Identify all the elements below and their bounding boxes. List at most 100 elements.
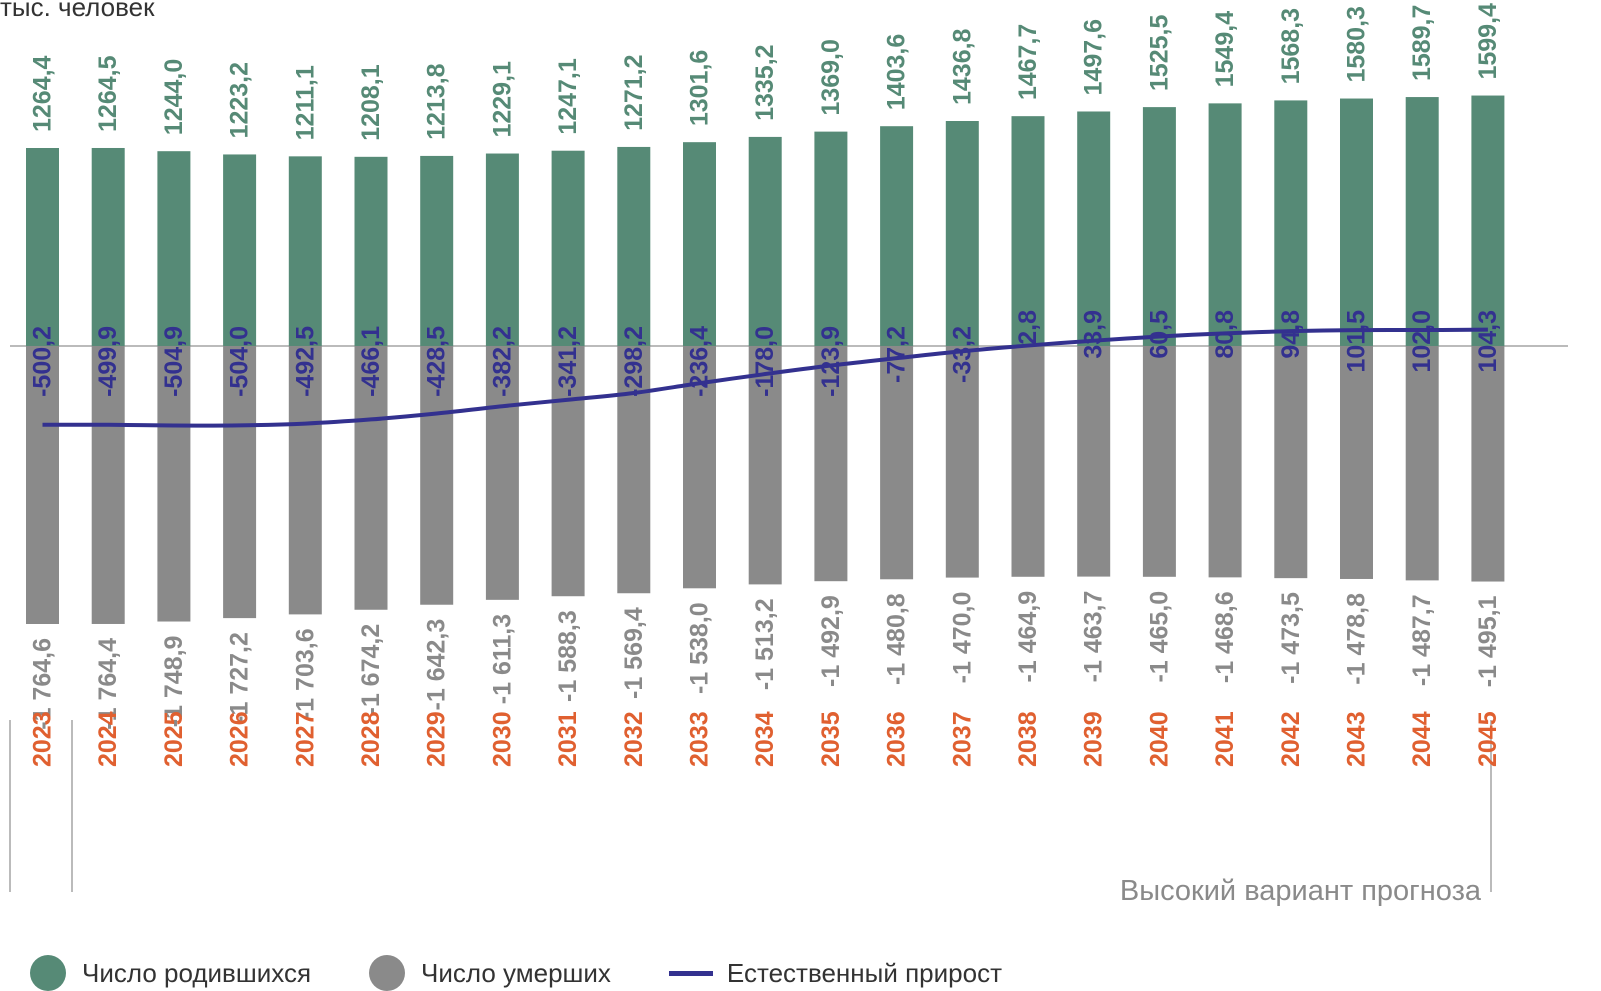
deaths-value-label: -1 492,9 — [817, 595, 845, 687]
births-value-label: 1229,1 — [488, 61, 516, 138]
deaths-value-label: -1 727,2 — [226, 632, 254, 724]
deaths-value-label: -1 470,0 — [948, 592, 976, 684]
births-bar — [748, 136, 782, 346]
births-value-label: 1549,4 — [1211, 11, 1239, 88]
natural-growth-line — [42, 327, 1488, 428]
births-value-label: 1467,7 — [1014, 24, 1042, 100]
deaths-value-label: -1 478,8 — [1343, 593, 1371, 685]
deaths-value-label: -1 487,7 — [1408, 594, 1436, 686]
year-tick-label: 2023 — [29, 711, 57, 767]
births-value-label: 1264,5 — [94, 55, 122, 132]
year-tick-label: 2025 — [160, 711, 188, 767]
deaths-bar — [1405, 346, 1439, 581]
natural-value-label: -428,5 — [423, 326, 451, 397]
deaths-bar — [1340, 346, 1373, 579]
deaths-bar — [26, 346, 59, 624]
natural-value-label: -298,2 — [620, 326, 648, 397]
deaths-bar — [551, 346, 585, 597]
births-bar — [880, 126, 914, 346]
births-bar — [26, 148, 59, 346]
deaths-value-label: -1 480,8 — [883, 593, 911, 685]
births-bar — [157, 151, 191, 346]
year-tick-label: 2024 — [94, 711, 122, 767]
deaths-bar — [420, 346, 454, 605]
births-value-label: 1403,6 — [883, 34, 911, 110]
natural-value-label: -341,2 — [554, 326, 582, 397]
deaths-value-label: -1 463,7 — [1080, 591, 1108, 683]
births-value-label: 1213,8 — [423, 63, 451, 140]
year-tick-label: 2038 — [1014, 711, 1042, 767]
natural-value-label: 33,9 — [1080, 310, 1108, 359]
legend-swatch-natural — [668, 970, 713, 976]
chart: 1264,4 -1 764,6 -500,2 2023 1264,5 -1 764,4 -4… — [9, 3, 1568, 892]
births-value-label: 1271,2 — [620, 54, 648, 130]
natural-value-label: -504,0 — [226, 326, 254, 397]
births-value-label: 1264,4 — [29, 55, 57, 132]
births-bar — [1011, 116, 1045, 346]
births-bar — [1142, 107, 1176, 346]
year-tick-label: 2027 — [291, 711, 319, 767]
births-value-label: 1568,3 — [1277, 8, 1305, 84]
deaths-bar — [814, 346, 848, 582]
births-bar — [1405, 97, 1439, 346]
births-value-label: 1247,1 — [554, 58, 582, 135]
natural-value-label: -123,9 — [817, 326, 845, 397]
births-value-label: 1497,6 — [1080, 19, 1108, 95]
births-bar — [551, 150, 585, 346]
births-value-label: 1211,1 — [291, 65, 319, 140]
legend-label-births: Число родившихся — [82, 957, 312, 988]
natural-value-label: -33,2 — [948, 326, 976, 383]
deaths-bar — [1142, 346, 1176, 577]
deaths-value-label: -1 642,3 — [423, 619, 451, 711]
deaths-value-label: -1 569,4 — [620, 607, 648, 699]
births-value-label: 1244,0 — [160, 59, 188, 135]
births-bar — [945, 121, 979, 347]
births-value-label: 1208,1 — [357, 64, 385, 141]
deaths-value-label: -1 588,3 — [554, 610, 582, 702]
births-bar — [814, 131, 848, 346]
deaths-value-label: -1 464,9 — [1014, 591, 1042, 683]
deaths-value-label: -1 468,6 — [1211, 591, 1239, 683]
births-bar — [354, 156, 388, 346]
deaths-bar — [91, 346, 125, 624]
natural-value-label: -382,2 — [488, 326, 516, 397]
births-value-label: 1335,2 — [751, 44, 779, 120]
deaths-value-label: -1 495,1 — [1474, 595, 1502, 687]
year-tick-label: 2040 — [1145, 711, 1173, 767]
births-bar — [1208, 103, 1242, 346]
year-tick-label: 2029 — [423, 711, 451, 767]
natural-value-label: 101,5 — [1343, 310, 1371, 373]
deaths-bar — [1011, 346, 1045, 577]
year-tick-label: 2028 — [357, 711, 385, 767]
legend-label-deaths: Число умерших — [421, 957, 611, 988]
births-bar — [420, 155, 454, 346]
year-tick-label: 2042 — [1277, 711, 1305, 767]
natural-value-label: 94,8 — [1277, 310, 1305, 359]
year-tick-label: 2032 — [620, 711, 648, 767]
deaths-bar — [1077, 346, 1111, 577]
deaths-bar — [617, 346, 651, 594]
natural-value-label: -492,5 — [291, 326, 319, 397]
births-bar — [1471, 95, 1505, 346]
deaths-value-label: -1 748,9 — [160, 636, 188, 728]
births-value-label: 1525,5 — [1145, 15, 1173, 92]
legend-swatch-deaths — [369, 955, 406, 991]
natural-value-label: -504,9 — [160, 326, 188, 397]
deaths-bar — [223, 346, 257, 619]
natural-value-label: 80,8 — [1211, 310, 1239, 359]
year-tick-label: 2044 — [1408, 711, 1436, 767]
deaths-value-label: -1 538,0 — [686, 602, 714, 694]
year-tick-label: 2030 — [488, 711, 516, 767]
births-bar — [1274, 100, 1308, 347]
natural-value-label: -236,4 — [686, 326, 714, 397]
births-value-label: 1599,4 — [1474, 3, 1502, 80]
births-bar — [683, 142, 716, 346]
deaths-bar — [1471, 346, 1505, 582]
year-tick-label: 2033 — [686, 711, 714, 767]
legend: Число родившихся Число умерших Естествен… — [30, 955, 1060, 991]
births-value-label: 1301,6 — [686, 50, 714, 126]
legend-item-births: Число родившихся — [30, 955, 311, 991]
births-bar — [223, 154, 257, 346]
deaths-value-label: -1 465,0 — [1145, 591, 1173, 683]
year-tick-label: 2026 — [226, 711, 254, 767]
